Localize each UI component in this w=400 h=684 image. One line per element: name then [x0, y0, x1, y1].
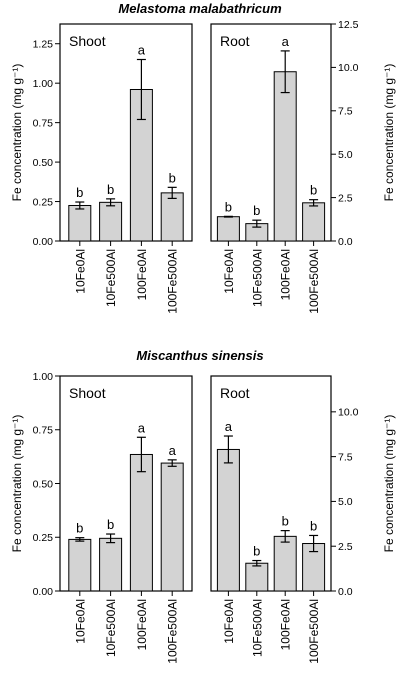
- bar: [99, 201, 123, 242]
- significance-letter: b: [225, 199, 232, 214]
- bar: [216, 216, 240, 242]
- y-tick-label: 7.5: [338, 106, 353, 118]
- y-tick-label: 2.5: [338, 192, 353, 204]
- chart-2: Miscanthus sinensis Shoot 0.00 0.25 0.50 0.75…: [10, 348, 396, 664]
- y-tick-label: 0.25: [33, 196, 54, 208]
- panel-frame: [210, 23, 332, 242]
- panel-shoot: Shoot 0.00 0.25 0.50 0.75 1.00 b 10Fe0Al b 10Fe50…: [33, 371, 193, 664]
- panel-frame: [59, 23, 193, 242]
- category-label: 100Fe0Al: [135, 599, 149, 650]
- y-tick-label: 1.25: [33, 39, 54, 51]
- category-label: 100Fe500Al: [307, 599, 321, 664]
- y-tick-label: 0.50: [33, 157, 54, 169]
- y-tick-label: 0.0: [338, 586, 353, 598]
- y-tick-label: 1.00: [33, 371, 54, 383]
- category-label: 100Fe500Al: [166, 599, 180, 664]
- significance-letter: b: [310, 518, 317, 533]
- category-label: 10Fe500Al: [104, 249, 118, 307]
- bar: [160, 462, 184, 592]
- significance-letter: b: [107, 517, 114, 532]
- bar: [129, 453, 153, 592]
- y-tick-label: 0.75: [33, 425, 54, 437]
- bar: [68, 538, 92, 592]
- y-tick-label: 0.0: [338, 236, 353, 248]
- panel-label: Root: [220, 33, 250, 49]
- category-label: 10Fe0Al: [73, 599, 87, 644]
- bar: [302, 202, 326, 242]
- significance-letter: b: [310, 183, 317, 198]
- y-axis-label-right: Fe concentration (mg g⁻¹): [382, 415, 396, 553]
- panel-root: Root 0.0 2.5 5.0 7.5 10.0 a 10Fe0Al b 10Fe500Al b 1…: [210, 375, 359, 664]
- y-tick-label: 7.5: [338, 451, 353, 463]
- panel-shoot: Shoot 0.00 0.25 0.50 0.75 1.00 1.25 b 10Fe0Al b 10…: [33, 23, 193, 314]
- y-axis-label-left: Fe concentration (mg g⁻¹): [10, 415, 24, 553]
- bar: [216, 448, 240, 592]
- significance-letter: b: [169, 170, 176, 185]
- category-label: 100Fe500Al: [307, 249, 321, 314]
- panel-frame: [210, 375, 332, 592]
- y-tick-label: 0.00: [33, 236, 54, 248]
- bar: [99, 537, 123, 592]
- y-tick-label: 1.00: [33, 78, 54, 90]
- category-label: 10Fe500Al: [250, 249, 264, 307]
- category-label: 100Fe0Al: [279, 249, 293, 300]
- category-label: 10Fe500Al: [250, 599, 264, 657]
- y-tick-label: 12.5: [338, 19, 359, 31]
- bar: [68, 204, 92, 242]
- panel-label: Shoot: [69, 33, 106, 49]
- significance-letter: a: [138, 420, 146, 435]
- bar: [273, 535, 297, 592]
- significance-letter: b: [76, 521, 83, 536]
- significance-letter: a: [282, 34, 290, 49]
- significance-letter: b: [76, 185, 83, 200]
- significance-letter: b: [253, 544, 260, 559]
- category-label: 100Fe0Al: [135, 249, 149, 300]
- category-label: 10Fe0Al: [222, 249, 236, 294]
- y-tick-label: 5.0: [338, 149, 353, 161]
- significance-letter: b: [107, 182, 114, 197]
- category-label: 10Fe0Al: [222, 599, 236, 644]
- chart-title: Melastoma malabathricum: [118, 1, 282, 16]
- bar: [273, 71, 297, 242]
- y-tick-label: 10.0: [338, 407, 359, 419]
- y-tick-label: 0.50: [33, 478, 54, 490]
- y-tick-label: 5.0: [338, 496, 353, 508]
- chart-1: Melastoma malabathricum Shoot 0.00 0.25 0.50…: [10, 1, 396, 314]
- category-label: 10Fe500Al: [104, 599, 118, 657]
- bar: [245, 562, 269, 592]
- y-axis-label-right: Fe concentration (mg g⁻¹): [382, 64, 396, 202]
- y-tick-label: 10.0: [338, 62, 359, 74]
- significance-letter: a: [138, 43, 146, 58]
- panel-label: Root: [220, 385, 250, 401]
- significance-letter: b: [282, 514, 289, 529]
- significance-letter: b: [253, 203, 260, 218]
- panel-label: Shoot: [69, 385, 106, 401]
- y-tick-label: 2.5: [338, 541, 353, 553]
- y-tick-label: 0.00: [33, 586, 54, 598]
- chart-title: Miscanthus sinensis: [136, 348, 263, 363]
- significance-letter: a: [169, 443, 177, 458]
- y-tick-label: 0.75: [33, 117, 54, 129]
- category-label: 100Fe500Al: [166, 249, 180, 314]
- y-axis-label-left: Fe concentration (mg g⁻¹): [10, 64, 24, 202]
- bar: [160, 192, 184, 242]
- category-label: 100Fe0Al: [279, 599, 293, 650]
- panel-root: Root 0.0 2.5 5.0 7.5 10.0 12.5 b 10Fe0Al b 10Fe500…: [210, 19, 359, 314]
- significance-letter: a: [225, 419, 233, 434]
- category-label: 10Fe0Al: [73, 249, 87, 294]
- y-tick-label: 0.25: [33, 532, 54, 544]
